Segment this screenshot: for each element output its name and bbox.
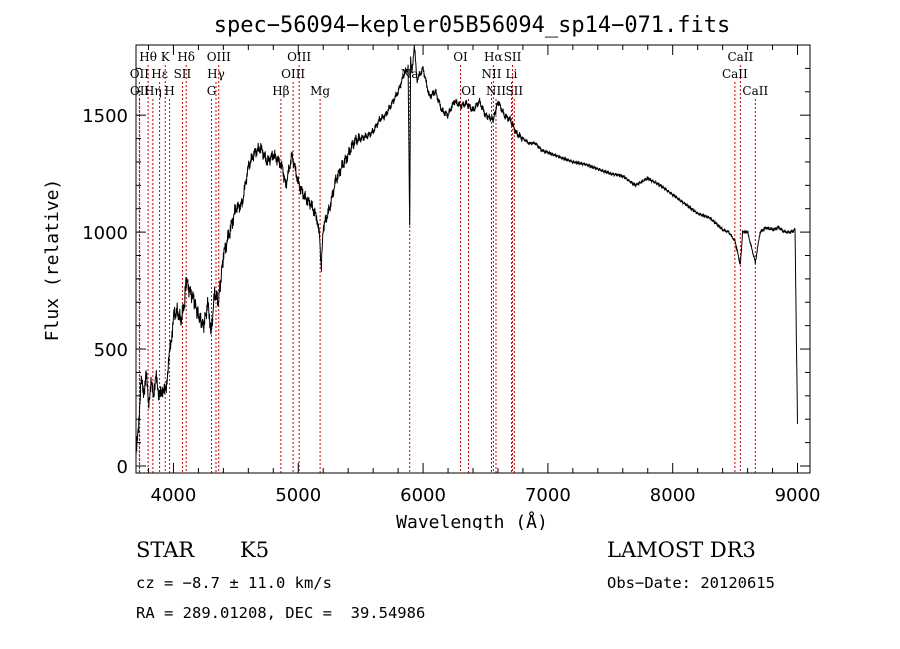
spectral-subclass: K5 [240, 538, 270, 562]
redshift-value: cz = −8.7 ± 11.0 km/s [136, 574, 332, 592]
x-axis-label: Wavelength (Å) [396, 511, 548, 530]
line-marker-label: CaII [727, 50, 753, 64]
line-marker-label: Hδ [177, 50, 195, 64]
line-marker-label: H [164, 84, 174, 98]
survey-name: LAMOST DR3 [607, 538, 756, 562]
line-marker-label: SII [505, 84, 523, 98]
x-tick-label: 4000 [151, 485, 197, 506]
line-marker-label: Hα [484, 50, 503, 64]
x-tick-label: 8000 [650, 485, 696, 506]
y-tick-label: 500 [94, 340, 128, 361]
line-marker-label: SII [504, 50, 522, 64]
y-tick-label: 1500 [82, 106, 128, 127]
line-marker-label: CaII [742, 84, 768, 98]
spectrum-line [135, 44, 798, 456]
line-marker-label: NII [481, 67, 501, 81]
axes: 4000 5000 6000 7000 8000 9000 0 500 1000 1500 [82, 44, 821, 506]
line-marker-label: OIII [281, 67, 305, 81]
line-marker-label: SII [174, 67, 192, 81]
x-tick-label: 7000 [525, 485, 571, 506]
observation-date: Obs−Date: 20120615 [607, 574, 775, 592]
y-tick-label: 0 [117, 457, 128, 478]
line-marker-label: K [161, 50, 171, 64]
line-marker-label: CaII [722, 67, 748, 81]
x-tick-label: 5000 [275, 485, 321, 506]
coordinates: RA = 289.01208, DEC = 39.54986 [136, 604, 426, 622]
line-marker-label: Li [506, 67, 518, 81]
line-marker-label: G [207, 84, 217, 98]
line-marker-label: Hε [151, 67, 168, 81]
line-marker-label: Mg [310, 84, 330, 98]
line-marker-label: OI [461, 84, 476, 98]
line-marker-label: Hγ [207, 67, 225, 81]
line-marker-label: Hη [144, 84, 162, 98]
line-marker-label: OIII [287, 50, 311, 64]
spectrum-chart: spec−56094−kepler05B56094_sp14−071.fits … [42, 13, 821, 530]
line-marker-label: OII [130, 67, 150, 81]
line-marker-label: Hβ [272, 84, 289, 98]
x-tick-label: 9000 [775, 485, 821, 506]
chart-title: spec−56094−kepler05B56094_sp14−071.fits [214, 13, 731, 38]
line-marker-label: OI [453, 50, 468, 64]
y-tick-label: 1000 [82, 223, 128, 244]
y-axis-label: Flux (relative) [42, 179, 63, 342]
line-marker-label: OIII [207, 50, 231, 64]
x-tick-label: 6000 [400, 485, 446, 506]
line-marker-label: NII [486, 84, 506, 98]
object-class: STAR [136, 538, 195, 562]
line-marker-label: OII [130, 84, 150, 98]
line-marker-label: Hθ [139, 50, 157, 64]
series-layer [135, 44, 798, 456]
